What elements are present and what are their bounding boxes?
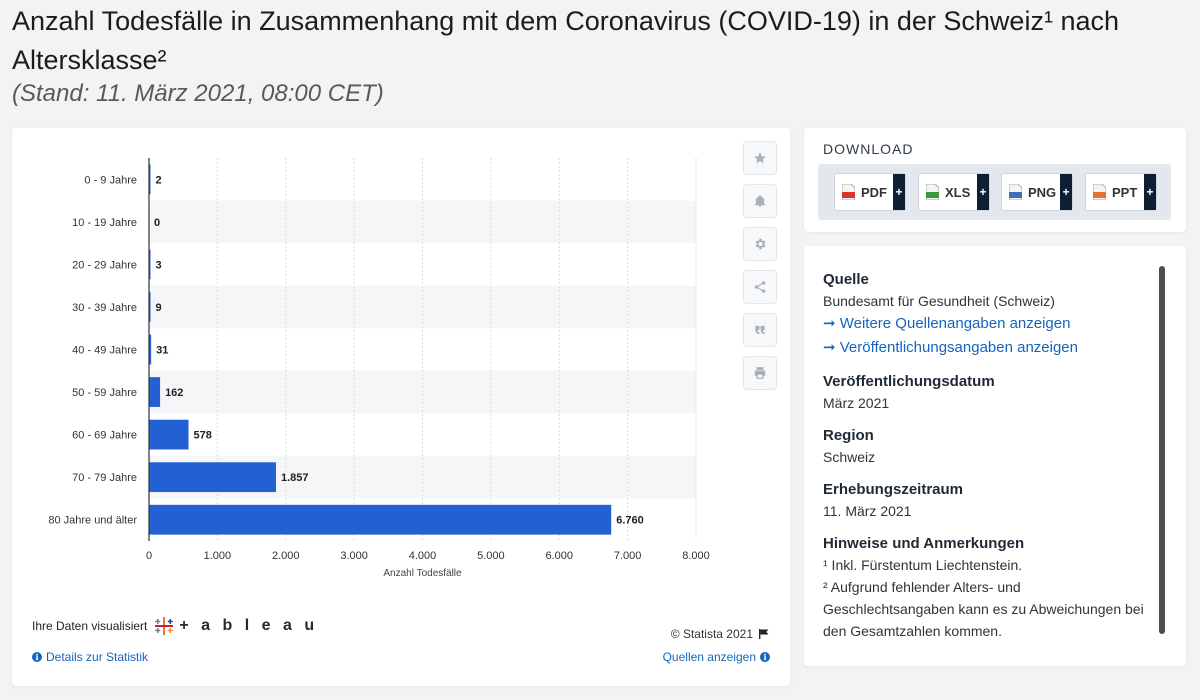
category-label: 20 - 29 Jahre — [72, 259, 137, 271]
category-label: 80 Jahre und älter — [48, 515, 137, 527]
download-pdf-label: PDF — [861, 184, 887, 200]
category-label: 0 - 9 Jahre — [84, 174, 137, 186]
more-sources-link[interactable]: ➞ Weitere Quellenangaben anzeigen — [823, 315, 1071, 332]
plus-icon: + — [977, 174, 989, 210]
copyright-text: © Statista 2021 — [670, 627, 753, 641]
value-label: 0 — [154, 217, 160, 229]
pub-date-text: März 2021 — [823, 395, 890, 411]
bar — [149, 164, 151, 195]
sources-link-label: Quellen anzeigen — [662, 650, 756, 664]
publication-info-link[interactable]: ➞ Veröffentlichungsangaben anzeigen — [823, 339, 1078, 356]
bell-icon[interactable] — [743, 184, 777, 218]
category-label: 70 - 79 Jahre — [72, 472, 137, 484]
details-link-label: Details zur Statistik — [46, 650, 149, 664]
chart-card: 0 - 9 Jahre 2 10 - 19 Jahre 0 20 - 29 Jahre 3… — [12, 128, 790, 686]
print-icon[interactable] — [743, 356, 777, 390]
tableau-logo: + a b l e a u — [153, 615, 318, 637]
period-text: 11. März 2021 — [823, 503, 912, 519]
page-subtitle: (Stand: 11. März 2021, 08:00 CET) — [12, 80, 384, 107]
x-axis-title: Anzahl Todesfälle — [383, 568, 462, 579]
download-ppt-label: PPT — [1112, 184, 1138, 200]
info-content: Quelle Bundesamt für Gesundheit (Schweiz… — [823, 270, 1148, 642]
sources-link[interactable]: Quellen anzeigen i — [663, 650, 770, 664]
download-card: DOWNLOAD PDF + XLS + PNG + PPT + — [804, 128, 1186, 232]
tableau-credit[interactable]: Ihre Daten visualisiert + a b l e a u — [32, 615, 318, 637]
source-heading: Quelle — [823, 271, 869, 288]
x-tick-label: 0 — [146, 550, 152, 562]
bar — [149, 249, 151, 280]
category-label: 50 - 59 Jahre — [72, 387, 137, 399]
x-tick-label: 8.000 — [682, 550, 710, 562]
info-card: Quelle Bundesamt für Gesundheit (Schweiz… — [804, 246, 1186, 666]
tableau-plus-icon — [155, 617, 174, 635]
plus-icon: + — [1060, 174, 1072, 210]
bar — [149, 504, 612, 535]
download-png-label: PNG — [1028, 184, 1057, 200]
tableau-wordmark: + a b l e a u — [179, 617, 319, 634]
copyright: © Statista 2021 — [671, 627, 770, 641]
pub-date-heading: Veröffentlichungsdatum — [823, 373, 995, 390]
value-label: 9 — [156, 302, 162, 314]
category-label: 30 - 39 Jahre — [72, 302, 137, 314]
note-1: ¹ Inkl. Fürstentum Liechtenstein. — [823, 557, 1023, 573]
source-text: Bundesamt für Gesundheit (Schweiz) — [823, 293, 1055, 309]
share-icon[interactable] — [743, 270, 777, 304]
download-ppt-button[interactable]: PPT + — [1085, 173, 1157, 211]
note-2: ² Aufgrund fehlender Alters- und Geschle… — [823, 579, 1144, 639]
bar — [149, 377, 161, 407]
category-label: 60 - 69 Jahre — [72, 430, 137, 442]
value-label: 2 — [156, 174, 162, 186]
gear-icon[interactable] — [743, 227, 777, 261]
page-title: Anzahl Todesfälle in Zusammenhang mit de… — [12, 6, 1119, 75]
region-heading: Region — [823, 427, 874, 444]
pdf-file-icon — [842, 184, 855, 200]
info-icon: i — [760, 652, 770, 662]
download-pdf-button[interactable]: PDF + — [834, 173, 906, 211]
info-scrollbar[interactable] — [1159, 266, 1165, 634]
bar — [149, 462, 276, 493]
x-tick-label: 1.000 — [204, 550, 232, 562]
bar — [149, 292, 151, 322]
ppt-file-icon — [1093, 184, 1106, 200]
value-label: 162 — [165, 387, 183, 399]
x-tick-label: 4.000 — [409, 550, 437, 562]
download-xls-button[interactable]: XLS + — [918, 173, 990, 211]
star-icon[interactable] — [743, 141, 777, 175]
period-heading: Erhebungszeitraum — [823, 481, 964, 498]
xls-file-icon — [926, 184, 939, 200]
plus-icon: + — [893, 174, 905, 210]
bar-chart: 0 - 9 Jahre 2 10 - 19 Jahre 0 20 - 29 Jahre 3… — [48, 158, 710, 579]
category-label: 40 - 49 Jahre — [72, 345, 137, 357]
info-icon: i — [32, 652, 42, 662]
notes-heading: Hinweise und Anmerkungen — [823, 535, 1025, 552]
x-tick-label: 6.000 — [545, 550, 573, 562]
visualized-text: Ihre Daten visualisiert — [32, 619, 148, 633]
bar — [149, 419, 189, 450]
png-file-icon — [1009, 184, 1022, 200]
value-label: 578 — [194, 430, 212, 442]
download-bar: PDF + XLS + PNG + PPT + — [818, 164, 1171, 220]
region-text: Schweiz — [823, 449, 876, 465]
chart-toolbar — [743, 141, 777, 399]
value-label: 3 — [156, 259, 162, 271]
x-tick-label: 2.000 — [272, 550, 300, 562]
plus-icon: + — [1144, 174, 1156, 210]
x-tick-label: 3.000 — [340, 550, 368, 562]
download-png-button[interactable]: PNG + — [1001, 173, 1073, 211]
value-label: 1.857 — [281, 472, 309, 484]
quote-icon[interactable] — [743, 313, 777, 347]
flag-icon[interactable] — [758, 628, 770, 640]
bar — [149, 334, 152, 365]
details-link[interactable]: i Details zur Statistik — [32, 650, 148, 664]
x-tick-label: 5.000 — [477, 550, 505, 562]
x-tick-label: 7.000 — [614, 550, 642, 562]
value-label: 6.760 — [616, 515, 644, 527]
download-title: DOWNLOAD — [823, 141, 914, 157]
download-xls-label: XLS — [945, 184, 971, 200]
category-label: 10 - 19 Jahre — [72, 217, 137, 229]
value-label: 31 — [156, 345, 168, 357]
